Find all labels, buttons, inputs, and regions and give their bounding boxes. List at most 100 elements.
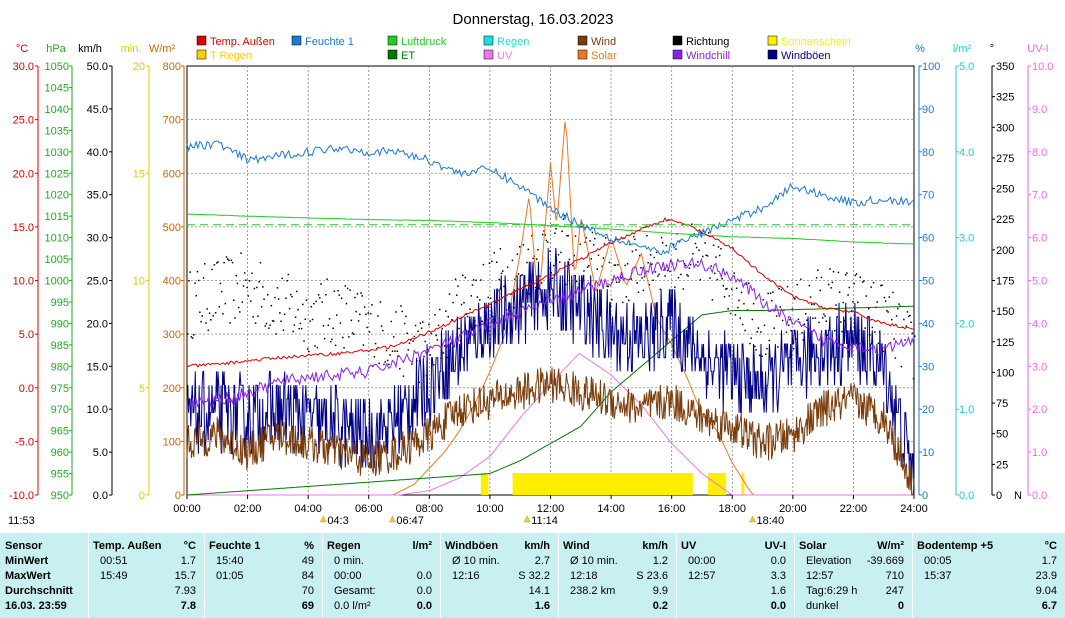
series-point-richtung <box>632 235 635 238</box>
series-point-richtung <box>701 255 704 258</box>
series-point-richtung <box>334 344 337 347</box>
series-point-richtung <box>212 315 214 317</box>
series-point-richtung <box>744 329 746 332</box>
series-point-richtung <box>791 308 794 310</box>
series-point-richtung <box>597 254 600 256</box>
series-point-richtung <box>430 332 433 335</box>
stats-label: 00:51 <box>100 555 128 567</box>
uvi-axis-tick-label: 4.0 <box>1032 318 1047 330</box>
series-point-richtung <box>246 286 248 289</box>
x-tick-label: 12:00 <box>537 503 565 515</box>
deg-axis-tick-label: 0 <box>996 490 1002 502</box>
series-point-richtung <box>292 330 294 333</box>
series-point-richtung <box>592 244 595 246</box>
series-point-richtung <box>465 313 468 316</box>
series-point-richtung <box>861 281 864 283</box>
series-point-richtung <box>225 256 228 258</box>
series-point-richtung <box>286 280 288 282</box>
series-point-richtung <box>187 333 189 335</box>
series-point-richtung <box>308 350 310 353</box>
series-point-richtung <box>380 325 383 327</box>
wm2-axis-tick-label: 700 <box>163 115 181 127</box>
series-point-richtung <box>329 340 332 343</box>
pct-axis-tick-label: 70 <box>922 190 934 202</box>
series-point-richtung <box>217 261 219 263</box>
series-point-richtung <box>193 334 195 336</box>
series-point-richtung <box>749 342 751 345</box>
series-point-richtung <box>258 280 260 283</box>
stats-label: 15:40 <box>216 555 244 567</box>
series-point-richtung <box>191 337 194 339</box>
series-point-richtung <box>737 306 739 309</box>
marker-label: 04:3 <box>327 515 348 527</box>
series-point-richtung <box>394 350 396 352</box>
series-point-richtung <box>721 277 723 280</box>
series-point-richtung <box>270 304 273 307</box>
series-point-richtung <box>296 290 298 293</box>
wm2-axis-tick-label: 300 <box>163 329 181 341</box>
series-point-richtung <box>888 296 891 298</box>
series-point-richtung <box>887 311 889 313</box>
series-point-richtung <box>618 281 620 283</box>
x-tick-label: 06:00 <box>355 503 383 515</box>
series-point-richtung <box>669 270 671 273</box>
stats-value: 6.7 <box>1041 600 1057 612</box>
series-point-richtung <box>259 261 262 264</box>
uvi-axis-tick-label: 6.0 <box>1032 233 1047 245</box>
stats-unit: UV-I <box>764 540 786 552</box>
temp-axis-tick-label: 5.0 <box>19 329 34 341</box>
series-point-richtung <box>763 324 766 327</box>
x-tick-label: 10:00 <box>476 503 504 515</box>
series-point-richtung <box>277 298 280 300</box>
uvi-axis-tick-label: 1.0 <box>1032 447 1047 459</box>
stats-column: Solar W/m² Elevation -39.669 12:57 710 Tag:6:2… <box>794 533 912 618</box>
stats-column: Temp. Außen °C 00:51 1.7 15:49 15.7 7.93 7.8 <box>88 533 204 618</box>
series-point-richtung <box>847 294 849 296</box>
series-point-richtung <box>624 264 626 267</box>
series-point-richtung <box>488 262 491 264</box>
series-point-richtung <box>265 322 268 325</box>
lm2-axis-tick-label: 4.0 <box>959 147 974 159</box>
series-point-richtung <box>892 291 894 294</box>
series-point-richtung <box>252 316 254 318</box>
hpa-axis-tick-label: 1025 <box>45 168 69 180</box>
series-point-richtung <box>233 299 235 302</box>
stats-header: Sensor <box>5 540 43 552</box>
series-point-richtung <box>323 337 326 340</box>
series-point-richtung <box>531 235 533 237</box>
kmh-axis-tick-label: 0.0 <box>93 490 108 502</box>
series-point-richtung <box>441 328 443 330</box>
stats-value: 1.7 <box>1041 555 1057 567</box>
series-point-richtung <box>260 306 263 308</box>
x-tick-label: 22:00 <box>840 503 868 515</box>
stats-separator <box>794 533 795 618</box>
series-point-richtung <box>803 323 806 325</box>
series-point-richtung <box>907 315 910 318</box>
series-point-richtung <box>322 325 325 327</box>
series-point-richtung <box>552 264 555 267</box>
series-point-richtung <box>388 363 390 366</box>
series-point-richtung <box>636 282 639 284</box>
series-point-richtung <box>357 320 360 322</box>
weather-chart: Donnerstag, 16.03.2023 Temp. Außen Feucht… <box>8 11 1053 527</box>
series-point-richtung <box>665 244 668 247</box>
marker-label: 11:14 <box>531 515 558 527</box>
series-point-richtung <box>317 294 320 296</box>
series-point-richtung <box>383 363 385 366</box>
series-point-richtung <box>229 322 231 324</box>
stats-column: Feuchte 1% 15:40 49 01:05 84 70 69 <box>204 533 322 618</box>
series-point-richtung <box>819 289 821 292</box>
kmh-axis-tick-label: 50.0 <box>87 61 108 73</box>
series-point-richtung <box>452 301 454 304</box>
stats-label: Durchschnitt <box>5 585 73 597</box>
series-point-richtung <box>573 254 576 257</box>
series-point-richtung <box>654 271 657 273</box>
series-point-richtung <box>906 311 909 313</box>
series-point-richtung <box>413 335 416 338</box>
series-point-richtung <box>242 285 245 287</box>
series-point-richtung <box>607 285 609 288</box>
uvi-axis-tick-label: 8.0 <box>1032 147 1047 159</box>
temp-axis-unit: °C <box>16 43 28 55</box>
series-point-richtung <box>495 261 498 263</box>
series-point-richtung <box>857 301 859 304</box>
